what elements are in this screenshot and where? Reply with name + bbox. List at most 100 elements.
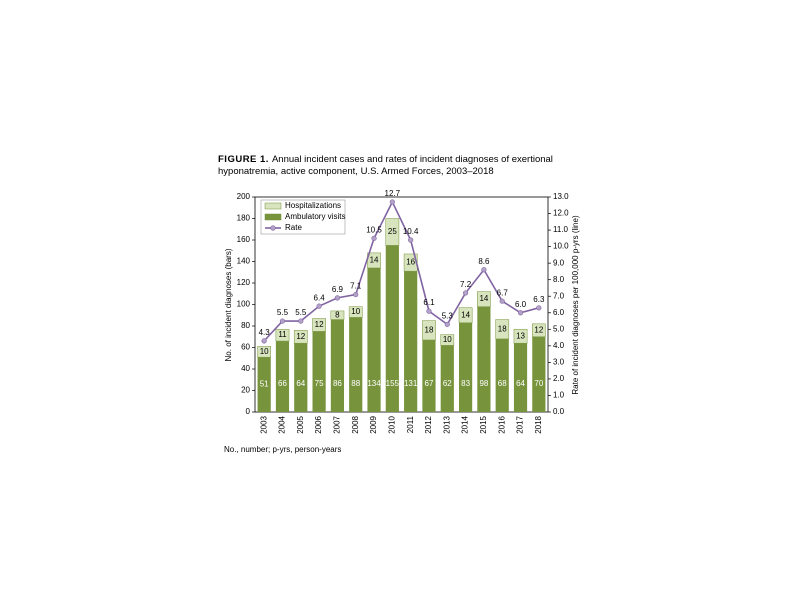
- x-tick-label: 2007: [333, 415, 342, 433]
- rate-label: 7.2: [460, 280, 472, 289]
- chart-title: Annual incident cases and rates of incid…: [218, 154, 553, 177]
- rate-label: 6.7: [497, 288, 509, 297]
- bar-segment: [458, 307, 473, 324]
- rate-label: 7.1: [350, 282, 362, 291]
- y-tick-label: 120: [237, 278, 251, 287]
- x-tick-label: 2005: [296, 415, 305, 433]
- bar-segment: [422, 320, 436, 341]
- rate-marker: [444, 321, 450, 327]
- bar-segment: [532, 323, 546, 338]
- bar-segment: [440, 334, 455, 346]
- bar-segment: [422, 339, 436, 412]
- legend-label: Rate: [285, 223, 302, 232]
- rate-label: 6.3: [533, 295, 545, 304]
- bar-label: 10: [260, 347, 269, 356]
- bar-segment: [312, 318, 326, 332]
- y2-tick-label: 0.0: [553, 407, 565, 416]
- figure-label: FIGURE 1.: [218, 154, 269, 165]
- rate-marker: [499, 298, 505, 304]
- bar-label: 8: [335, 310, 340, 319]
- y-tick-label: 140: [237, 257, 251, 266]
- y2-tick-label: 3.0: [553, 357, 565, 366]
- bar-label: 98: [479, 379, 488, 388]
- footnote: No., number; p-yrs, person-years: [224, 445, 341, 454]
- rate-marker: [462, 290, 469, 296]
- bar-label: 64: [516, 379, 525, 388]
- bar-label: 14: [461, 310, 470, 319]
- bar-segment: [293, 330, 308, 344]
- rate-marker: [517, 310, 524, 316]
- y-tick-label: 0: [246, 407, 251, 416]
- bar-segment: [495, 319, 510, 340]
- rate-marker: [334, 295, 341, 301]
- rate-marker: [261, 338, 267, 344]
- rate-label: 8.6: [478, 257, 490, 266]
- rate-label: 12.7: [385, 189, 401, 198]
- y2-tick-label: 8.0: [553, 275, 565, 284]
- x-tick-label: 2009: [369, 415, 378, 433]
- rate-marker: [408, 237, 414, 243]
- x-tick-label: 2010: [387, 415, 396, 433]
- bar-segment: [312, 331, 326, 412]
- y2-tick-label: 6.0: [553, 308, 565, 317]
- y-tick-label: 60: [241, 343, 250, 352]
- bar-label: 62: [443, 379, 452, 388]
- rate-label: 4.3: [259, 328, 271, 337]
- bar-label: 10: [443, 335, 452, 344]
- bar-segment: [385, 218, 400, 246]
- bar-segment: [404, 271, 418, 412]
- title-block: FIGURE 1. Annual incident cases and rates…: [218, 154, 583, 178]
- rate-label: 5.3: [442, 311, 454, 320]
- y-tick-label: 180: [237, 214, 251, 223]
- y2-tick-label: 9.0: [553, 258, 565, 267]
- legend-marker: [270, 225, 276, 231]
- rate-label: 6.9: [332, 285, 344, 294]
- y-tick-label: 200: [237, 192, 251, 201]
- bar-label: 86: [333, 379, 342, 388]
- bar-segment: [477, 291, 491, 307]
- rate-label: 6.0: [515, 300, 527, 309]
- bar-segment: [330, 319, 344, 412]
- x-tick-label: 2013: [442, 415, 451, 433]
- bar-label: 12: [296, 332, 305, 341]
- rate-label: 5.5: [277, 308, 289, 317]
- rate-marker: [279, 318, 286, 324]
- bar-segment: [495, 338, 509, 412]
- bar-label: 14: [479, 294, 488, 303]
- x-tick-label: 2014: [461, 415, 470, 433]
- rate-label: 6.1: [423, 298, 435, 307]
- y2-tick-label: 4.0: [553, 341, 565, 350]
- y-tick-label: 40: [241, 364, 250, 373]
- rate-label: 5.5: [295, 308, 307, 317]
- x-tick-label: 2016: [497, 415, 506, 433]
- rate-marker: [481, 267, 487, 273]
- y2-tick-label: 12.0: [553, 209, 569, 218]
- bar-label: 18: [425, 325, 434, 334]
- y2-tick-label: 7.0: [553, 291, 565, 300]
- bar-label: 131: [404, 379, 418, 388]
- y2-tick-label: 2.0: [553, 374, 565, 383]
- legend-swatch: [264, 213, 282, 221]
- bar-label: 67: [425, 379, 434, 388]
- y2-tick-label: 10.0: [553, 242, 569, 251]
- rate-marker: [371, 235, 377, 241]
- bar-label: 51: [260, 380, 269, 389]
- bar-segment: [459, 322, 473, 412]
- rate-marker: [353, 291, 359, 298]
- bar-label: 70: [534, 379, 543, 388]
- legend-label: Hospitalizations: [285, 201, 341, 210]
- y-tick-label: 160: [237, 235, 251, 244]
- y-tick-label: 20: [241, 386, 250, 395]
- y-axis-label: No. of incident diagnoses (bars): [224, 248, 233, 361]
- bar-label: 134: [367, 379, 381, 388]
- bar-label: 66: [278, 379, 287, 388]
- legend-swatch: [264, 202, 282, 210]
- bar-segment: [385, 245, 399, 412]
- x-tick-label: 2004: [278, 415, 287, 433]
- x-tick-label: 2017: [516, 415, 525, 433]
- bar-segment: [257, 357, 271, 412]
- y2-tick-label: 1.0: [553, 391, 565, 400]
- x-tick-label: 2008: [351, 415, 360, 433]
- x-tick-label: 2011: [406, 415, 415, 433]
- bar-segment: [532, 336, 546, 412]
